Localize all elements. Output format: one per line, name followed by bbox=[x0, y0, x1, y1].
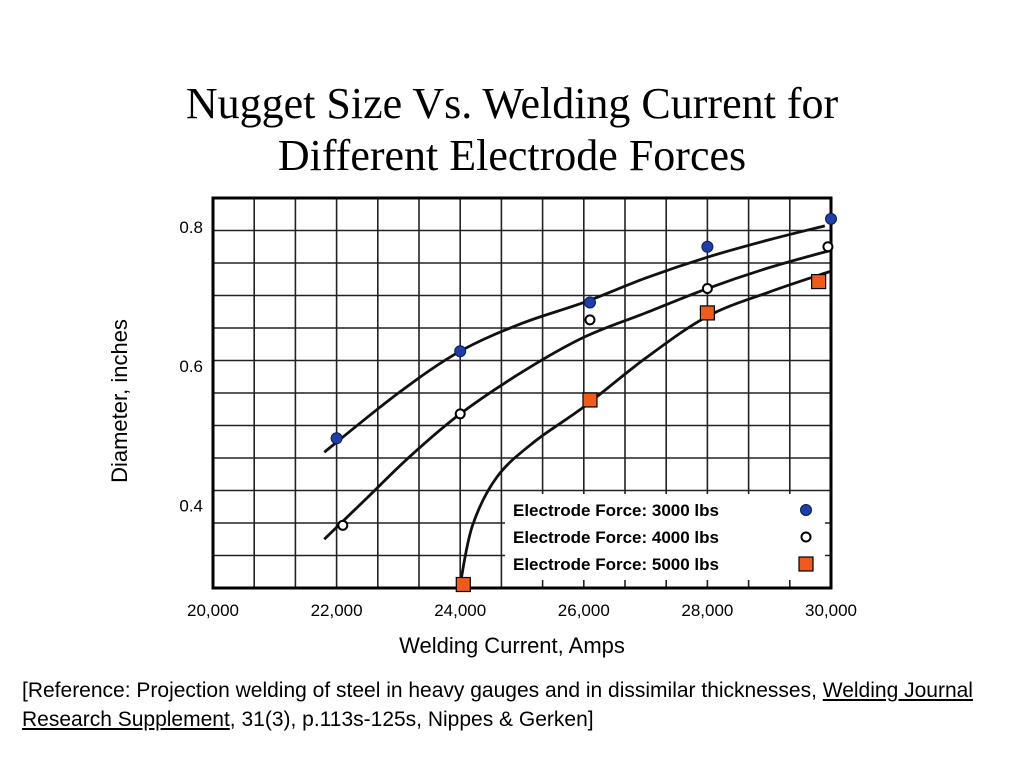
title-line-1: Nugget Size Vs. Welding Current for bbox=[185, 79, 839, 128]
series-1-point bbox=[701, 240, 714, 253]
title-line-2: Different Electrode Forces bbox=[277, 131, 747, 180]
reference-text-1: [Reference: Projection welding of steel … bbox=[22, 679, 823, 702]
journal-name: Welding Journal Research Supplement bbox=[22, 679, 973, 731]
reference-text-2: , 31(3), p.113s-125s, Nippes & Gerken] bbox=[229, 708, 594, 731]
legend-background bbox=[505, 494, 825, 580]
y-axis-label: Diameter, inches bbox=[107, 319, 132, 483]
series-3-point bbox=[811, 273, 827, 290]
legend-marker bbox=[800, 504, 812, 516]
series-2-point bbox=[454, 408, 466, 420]
y-tick-label: 0.6 bbox=[179, 357, 203, 376]
series-3-point bbox=[582, 392, 598, 408]
x-tick-label: 22,000 bbox=[311, 601, 363, 620]
x-axis-label: Welding Current, Amps bbox=[399, 633, 625, 658]
y-tick-labels: 0.4 0.6 0.8 bbox=[179, 218, 203, 516]
plot-frame bbox=[211, 196, 833, 590]
series-2-point bbox=[822, 241, 834, 253]
chart-title: Nugget Size Vs. Welding Current for Diff… bbox=[0, 78, 1024, 182]
x-tick-label: 26,000 bbox=[558, 601, 610, 620]
x-tick-label: 28,000 bbox=[681, 601, 733, 620]
y-tick-label: 0.8 bbox=[179, 218, 203, 237]
series-1-point bbox=[583, 296, 596, 309]
series-2-point bbox=[584, 314, 596, 326]
legend: Electrode Force: 3000 lbs Electrode Force… bbox=[505, 494, 825, 580]
series-3-point bbox=[455, 576, 471, 593]
x-tick-label: 20,000 bbox=[187, 601, 239, 620]
series-3-point bbox=[699, 305, 716, 321]
legend-label: Electrode Force: 5000 lbs bbox=[513, 555, 719, 574]
x-tick-labels: 20,000 22,000 24,000 26,000 28,000 30,000 bbox=[187, 601, 857, 620]
legend-label: Electrode Force: 3000 lbs bbox=[513, 501, 719, 520]
series-markers bbox=[330, 212, 837, 593]
x-tick-label: 24,000 bbox=[434, 601, 486, 620]
legend-label: Electrode Force: 4000 lbs bbox=[513, 528, 719, 547]
series-1-curve bbox=[323, 224, 826, 454]
legend-marker bbox=[798, 556, 814, 572]
series-2-point bbox=[337, 519, 349, 531]
y-tick-label: 0.4 bbox=[179, 496, 203, 515]
series-2-point bbox=[701, 283, 713, 295]
series-2-curve bbox=[323, 248, 832, 541]
reference-note: [Reference: Projection welding of steel … bbox=[22, 676, 1012, 734]
series-1-point bbox=[825, 212, 837, 225]
legend-marker bbox=[800, 531, 812, 543]
x-tick-label: 30,000 bbox=[805, 601, 857, 620]
series-1-point bbox=[454, 345, 467, 358]
series-1-point bbox=[330, 432, 343, 445]
